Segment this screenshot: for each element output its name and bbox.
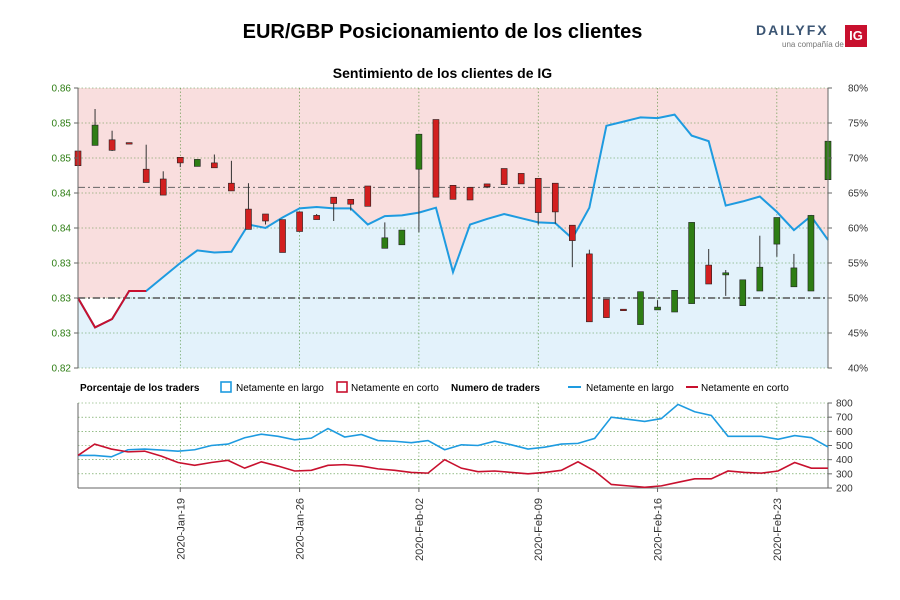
candle-body [364, 185, 372, 207]
pct-axis-label: 40% [848, 364, 868, 375]
pct-axis-label: 55% [848, 259, 868, 270]
candle-body [415, 133, 423, 170]
candle-body [637, 291, 644, 325]
candle-body [159, 178, 167, 196]
candle-body [603, 299, 610, 318]
traders-axis-label: 500 [836, 441, 853, 452]
candle-body [688, 222, 695, 304]
candle-body [176, 157, 184, 164]
chart-title: EUR/GBP Posicionamiento de los clientes [242, 21, 643, 43]
legend-pct-long-swatch [220, 381, 232, 393]
traders-axis-label: 800 [836, 399, 853, 410]
pct-axis-label: 50% [848, 294, 868, 305]
date-axis-label: 2020-Feb-23 [772, 498, 784, 561]
short-percentage-line [77, 290, 147, 329]
candle-body [296, 211, 303, 232]
pct-axis-label: 75% [848, 119, 868, 130]
candle-body [705, 264, 712, 285]
pct-axis-label: 80% [848, 84, 868, 95]
candle-body [398, 229, 406, 246]
traders-axis-label: 400 [836, 455, 853, 466]
candle-body [194, 159, 201, 167]
candle-body [569, 224, 576, 241]
candle-body [483, 183, 491, 187]
price-axis-label: 0.84 [52, 224, 72, 235]
candle-body [534, 178, 542, 213]
candle-body [313, 215, 320, 220]
price-axis-label: 0.85 [52, 119, 72, 130]
candle-body [756, 266, 764, 292]
traders-axis-label: 600 [836, 427, 853, 438]
logo-wordmark: DAILYFX [756, 22, 829, 38]
candle-body [671, 289, 678, 313]
candle-body [449, 185, 457, 200]
traders-long-line [78, 403, 829, 458]
candle-body [654, 306, 661, 311]
candle-body [432, 119, 440, 198]
long-percentage-line [77, 113, 829, 329]
price-axis-label: 0.83 [52, 294, 72, 305]
legend-pct-short-label: Netamente en corto [351, 383, 439, 394]
traders-axis-label: 300 [836, 469, 853, 480]
pct-axis-label: 45% [848, 329, 868, 340]
traders-count-plot: 200 300 400 500 600 700 800 2020-Jan-19 2020-Jan… [77, 399, 853, 561]
pct-axis-label: 60% [848, 224, 868, 235]
pct-axis-label: 65% [848, 189, 868, 200]
candle-body [142, 168, 150, 183]
candle-body [125, 142, 133, 145]
candle-body [790, 267, 798, 288]
legend-num-short-label: Netamente en corto [701, 383, 789, 394]
date-axis-label: 2020-Feb-16 [653, 498, 665, 561]
candle-body [517, 173, 525, 185]
price-axis-label: 0.86 [52, 84, 72, 95]
traders-axis-label: 200 [836, 484, 853, 495]
date-axis-label: 2020-Jan-26 [295, 498, 307, 560]
candle-body [347, 199, 355, 205]
price-axis-label: 0.83 [52, 259, 72, 270]
candle-body [773, 217, 781, 245]
logo-badge: IG [845, 25, 867, 47]
candle-body [245, 208, 252, 230]
candle-body [586, 253, 593, 323]
price-axis-label: 0.82 [52, 364, 72, 375]
price-sentiment-plot: 0.82 0.83 0.83 0.83 0.84 0.84 0.85 0.85 0.86 40% 4… [52, 84, 869, 375]
logo-tagline: una compañía de [782, 40, 844, 49]
candle-body [551, 182, 559, 213]
legend-pct-title: Porcentaje de los traders [80, 383, 200, 394]
candle-body [91, 124, 99, 146]
candle-body [381, 237, 389, 249]
candle-body [466, 187, 474, 201]
price-axis-label: 0.85 [52, 154, 72, 165]
candle-body [279, 219, 286, 253]
traders-axis-label: 700 [836, 413, 853, 424]
date-axis-label: 2020-Feb-02 [414, 498, 426, 561]
date-axis-label: 2020-Jan-19 [175, 498, 187, 560]
legend: Porcentaje de los traders Netamente en l… [80, 381, 789, 394]
candle-body [722, 272, 730, 276]
traders-short-line [77, 443, 828, 489]
price-axis-label: 0.84 [52, 189, 72, 200]
candle-body [807, 215, 815, 292]
chart-subtitle: Sentimiento de los clientes de IG [332, 65, 553, 81]
candle-body [108, 139, 116, 151]
candle-body [211, 162, 218, 169]
candle-body [228, 182, 235, 192]
candle-body [620, 308, 627, 312]
brand-logo: DAILYFX una compañía de IG [756, 22, 868, 50]
candle-body [500, 168, 508, 185]
legend-num-title: Numero de traders [451, 383, 540, 394]
candle-body [262, 213, 269, 222]
date-axis-label: 2020-Feb-09 [533, 498, 545, 561]
legend-num-long-label: Netamente en largo [586, 383, 674, 394]
pct-axis-label: 70% [848, 154, 868, 165]
candle-body [330, 196, 337, 204]
candle-body [739, 279, 747, 306]
legend-pct-long-label: Netamente en largo [236, 383, 324, 394]
legend-pct-short-swatch [336, 381, 348, 393]
price-axis-label: 0.83 [52, 329, 72, 340]
